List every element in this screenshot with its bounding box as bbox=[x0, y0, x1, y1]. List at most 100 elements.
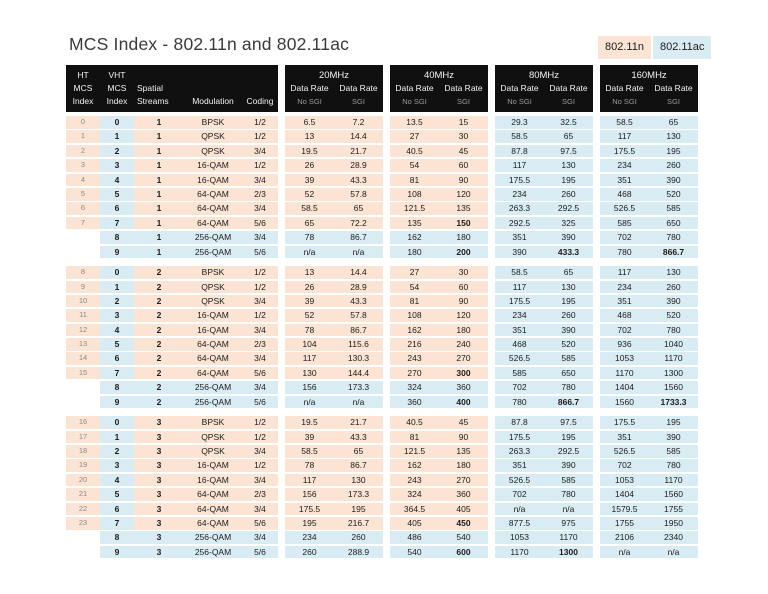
modulation-cell: 256-QAM bbox=[184, 245, 242, 259]
spatial-streams-cell: 1 bbox=[134, 144, 184, 158]
rate-40mhz-no-sgi-cell: 81 bbox=[390, 173, 439, 187]
band-data-rate-label: Data Rate bbox=[290, 83, 329, 93]
rate-80mhz-sgi-cell: 195 bbox=[544, 294, 593, 308]
ht-mcs-index-cell: 13 bbox=[66, 338, 100, 351]
table-row: 11 3 2 16-QAM 1/2 52 57.8 108 120 234 260 468 520 bbox=[66, 309, 698, 322]
table-row: 9 1 2 QPSK 1/2 26 28.9 54 60 117 130 234 260 bbox=[66, 280, 698, 294]
rate-80mhz-sgi-cell: 32.5 bbox=[544, 116, 593, 129]
coding-cell: 5/6 bbox=[242, 545, 278, 559]
band-no-sgi-label: No SGI bbox=[402, 97, 427, 106]
rate-40mhz-sgi-cell: 90 bbox=[439, 173, 488, 187]
spatial-streams-cell: 3 bbox=[134, 488, 184, 501]
column-gap bbox=[488, 145, 495, 158]
rate-40mhz-no-sgi-cell: 121.5 bbox=[390, 202, 439, 215]
column-gap bbox=[278, 431, 285, 444]
modulation-cell: 64-QAM bbox=[184, 366, 242, 380]
rate-80mhz-sgi-cell: 195 bbox=[544, 173, 593, 187]
vht-mcs-index-cell: 1 bbox=[100, 280, 134, 294]
rate-80mhz-sgi-cell: 390 bbox=[544, 459, 593, 472]
rate-20mhz-no-sgi-cell: 175.5 bbox=[285, 502, 334, 516]
column-gap bbox=[383, 159, 390, 172]
rate-160mhz-sgi-cell: 1755 bbox=[649, 502, 698, 516]
rate-40mhz-no-sgi-cell: 540 bbox=[390, 545, 439, 559]
coding-cell: 2/3 bbox=[242, 338, 278, 351]
column-gap bbox=[593, 116, 600, 129]
rate-80mhz-sgi-cell: 97.5 bbox=[544, 144, 593, 158]
rate-40mhz-sgi-cell: 180 bbox=[439, 231, 488, 244]
band-data-rate-label: Data Rate bbox=[444, 83, 483, 93]
ht-mcs-index-cell: 0 bbox=[66, 116, 100, 129]
rate-20mhz-sgi-cell: 72.2 bbox=[334, 216, 383, 230]
column-gap bbox=[488, 381, 495, 394]
spatial-streams-cell: 2 bbox=[134, 280, 184, 294]
rate-20mhz-no-sgi-cell: 39 bbox=[285, 430, 334, 444]
modulation-cell: BPSK bbox=[184, 416, 242, 429]
rate-40mhz-sgi-cell: 600 bbox=[439, 545, 488, 559]
column-gap bbox=[593, 202, 600, 215]
rate-40mhz-sgi-cell: 150 bbox=[439, 216, 488, 230]
column-gap bbox=[278, 338, 285, 351]
rate-80mhz-sgi-cell: 1170 bbox=[544, 531, 593, 544]
rate-20mhz-sgi-cell: n/a bbox=[334, 245, 383, 259]
rate-20mhz-sgi-cell: 216.7 bbox=[334, 516, 383, 530]
column-gap bbox=[278, 174, 285, 187]
rate-40mhz-no-sgi-cell: 360 bbox=[390, 395, 439, 409]
table-row: 21 5 3 64-QAM 2/3 156 173.3 324 360 702 780 1404 156… bbox=[66, 488, 698, 501]
ht-mcs-index-cell: 17 bbox=[66, 430, 100, 444]
coding-cell: 1/2 bbox=[242, 130, 278, 143]
column-gap bbox=[488, 517, 495, 530]
column-gap bbox=[488, 159, 495, 172]
column-gap bbox=[278, 130, 285, 143]
coding-cell: 3/4 bbox=[242, 323, 278, 337]
rate-160mhz-sgi-cell: 390 bbox=[649, 173, 698, 187]
rate-160mhz-sgi-cell: 585 bbox=[649, 445, 698, 458]
rate-20mhz-sgi-cell: 7.2 bbox=[334, 116, 383, 129]
modulation-cell: 256-QAM bbox=[184, 395, 242, 409]
rate-20mhz-no-sgi-cell: 19.5 bbox=[285, 144, 334, 158]
column-gap bbox=[383, 246, 390, 259]
rate-40mhz-no-sgi-cell: 108 bbox=[390, 187, 439, 201]
rate-80mhz-no-sgi-cell: 877.5 bbox=[495, 516, 544, 530]
spatial-streams-cell: 3 bbox=[134, 430, 184, 444]
rate-20mhz-no-sgi-cell: 78 bbox=[285, 323, 334, 337]
rate-40mhz-sgi-cell: 30 bbox=[439, 130, 488, 143]
spatial-streams-cell: 2 bbox=[134, 338, 184, 351]
table-row: 14 6 2 64-QAM 3/4 117 130.3 243 270 526.5 585 1053 1… bbox=[66, 352, 698, 366]
modulation-cell: 64-QAM bbox=[184, 488, 242, 501]
column-gap bbox=[593, 309, 600, 322]
rate-80mhz-no-sgi-cell: 58.5 bbox=[495, 266, 544, 279]
rate-40mhz-no-sgi-cell: 162 bbox=[390, 323, 439, 337]
rate-160mhz-no-sgi-cell: 1404 bbox=[600, 488, 649, 501]
rate-80mhz-no-sgi-cell: 390 bbox=[495, 245, 544, 259]
header-ht-mcs: MCS bbox=[73, 83, 93, 93]
rate-80mhz-sgi-cell: 260 bbox=[544, 187, 593, 201]
spatial-streams-cell: 2 bbox=[134, 294, 184, 308]
band-data-rate-label: Data Rate bbox=[605, 83, 644, 93]
column-gap bbox=[488, 546, 495, 559]
ht-mcs-index-cell: 14 bbox=[66, 352, 100, 366]
ht-mcs-index-cell: 22 bbox=[66, 502, 100, 516]
modulation-cell: BPSK bbox=[184, 266, 242, 279]
legend-80211ac: 802.11ac bbox=[652, 36, 712, 59]
rate-160mhz-no-sgi-cell: 175.5 bbox=[600, 416, 649, 429]
table-row: 8 3 256-QAM 3/4 234 260 486 540 1053 1170 2106 2340 bbox=[66, 531, 698, 544]
rate-80mhz-no-sgi-cell: 117 bbox=[495, 159, 544, 172]
coding-cell: 5/6 bbox=[242, 516, 278, 530]
rate-80mhz-no-sgi-cell: 175.5 bbox=[495, 430, 544, 444]
band-label: 160MHz bbox=[631, 70, 667, 81]
rate-20mhz-sgi-cell: 43.3 bbox=[334, 294, 383, 308]
rate-160mhz-sgi-cell: n/a bbox=[649, 545, 698, 559]
rate-20mhz-sgi-cell: 43.3 bbox=[334, 173, 383, 187]
rate-20mhz-no-sgi-cell: 130 bbox=[285, 366, 334, 380]
rate-40mhz-sgi-cell: 90 bbox=[439, 430, 488, 444]
rate-160mhz-sgi-cell: 866.7 bbox=[649, 245, 698, 259]
table-row: 1 1 1 QPSK 1/2 13 14.4 27 30 58.5 65 117 130 bbox=[66, 130, 698, 143]
rate-40mhz-no-sgi-cell: 40.5 bbox=[390, 416, 439, 429]
column-gap bbox=[488, 445, 495, 458]
rate-80mhz-no-sgi-cell: 1170 bbox=[495, 545, 544, 559]
table-row: 0 0 1 BPSK 1/2 6.5 7.2 13.5 15 29.3 32.5 58.5 65 bbox=[66, 116, 698, 129]
band-data-rate-label: Data Rate bbox=[500, 83, 539, 93]
ht-mcs-index-cell: 19 bbox=[66, 459, 100, 472]
rate-160mhz-no-sgi-cell: 702 bbox=[600, 231, 649, 244]
band-no-sgi-label: No SGI bbox=[507, 97, 532, 106]
